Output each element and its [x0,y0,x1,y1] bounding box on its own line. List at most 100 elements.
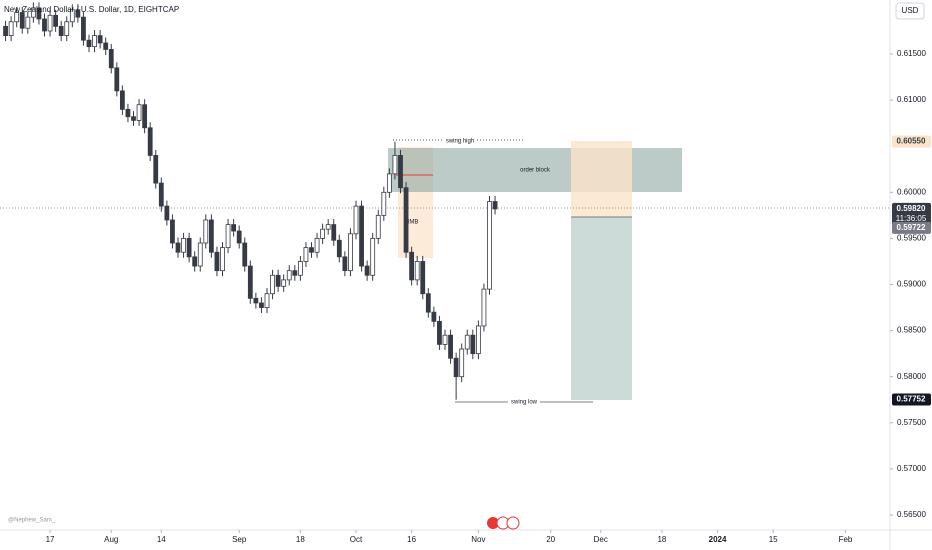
y-tick-label: 0.56500 [897,510,926,519]
candle-body [259,302,264,308]
candle-body [203,219,209,244]
candle-body [475,325,481,355]
x-tick-label: 14 [157,535,166,544]
x-tick-label: Sep [232,535,247,544]
candle-body [231,224,237,232]
candle-body [125,108,131,118]
candle-body [175,242,181,253]
candle-body [186,238,192,258]
candle-body [214,251,220,272]
candle-body [208,219,214,253]
y-tick-label: 0.57000 [897,464,926,473]
order-block-zone [388,148,682,192]
bottom-icons[interactable] [487,516,520,530]
candle-body [236,230,242,244]
candle-body [103,42,109,50]
order-block-label: order block [520,168,551,174]
x-tick-label: 16 [407,535,416,544]
candle-body [119,90,125,110]
swing-high-label: swing high [446,139,474,145]
x-tick-label: Feb [839,535,853,544]
candle-body [437,320,442,345]
candle-body [442,334,448,345]
candle-body [386,173,392,193]
candle-body [47,14,53,32]
y-tick-label: 0.61500 [897,49,926,58]
candle-body [303,247,309,262]
candle-body [320,228,326,239]
candle-body [164,205,170,221]
icon[interactable] [487,517,499,529]
candle-body [364,265,370,276]
candle-body [453,357,459,378]
candle-body [448,334,453,359]
candle-body [381,191,387,216]
y-tick-label: 0.58500 [897,326,926,335]
y-tick-label: 0.58000 [897,372,926,381]
candle-body [136,104,142,121]
countdown: 11:36:05 [896,214,927,223]
candle-body [342,256,348,272]
price-label-bg [892,393,931,406]
icon[interactable] [506,516,520,530]
x-tick-label: Dec [594,535,608,544]
candle-body [398,155,403,189]
candle-body [309,247,314,253]
candle-body [220,247,225,272]
x-tick-label: Aug [104,535,118,544]
price-label: 0.59820 [897,204,926,213]
candle-body [242,242,248,267]
candle-body [353,205,359,235]
x-tick-label: 18 [296,535,305,544]
candle-body [170,219,175,244]
price-label-bg [892,202,931,225]
currency[interactable]: USD [902,6,919,15]
candle-body [431,311,437,322]
x-tick-label: Oct [350,535,363,544]
candle-body [158,182,164,207]
target-zone [571,141,632,217]
candle-body [464,334,470,350]
candle-body [359,205,364,267]
candle-body [253,297,259,304]
candle-body [19,12,25,29]
candle-body [75,9,81,18]
currency-button[interactable] [895,2,925,20]
chart-title: New Zealand Dollar / U.S. Dollar, 1D, EI… [4,5,179,14]
candle-body [470,334,476,355]
candle-body [336,239,342,258]
x-tick-label: Nov [471,535,485,544]
y-tick-label: 0.59000 [897,280,926,289]
candle-body [30,7,36,18]
swing-low-label: swing low [511,400,538,406]
candle-body [92,35,97,48]
candle-body [370,238,376,276]
candle-body [153,155,159,184]
x-tick-label: 17 [46,535,55,544]
price-label-bg [892,135,931,148]
candle-body [131,116,136,121]
candle-body [64,21,70,36]
watermark: @Nephew_Sam_ [8,518,56,524]
candle-body [247,265,253,299]
candle-body [420,261,426,295]
candle-body [292,270,298,276]
candle-body [86,39,92,48]
candle-body [142,104,148,129]
candle-body [403,187,409,253]
candle-body [425,293,431,313]
candle-body [14,12,20,23]
price-label: 0.59722 [897,223,926,232]
x-tick-label: 18 [657,535,666,544]
candle-body [392,155,398,175]
candle-body [197,242,203,267]
candle-body [270,274,275,295]
candle-body [69,9,75,23]
x-tick-label: 20 [546,535,555,544]
x-tick-label: 15 [769,535,778,544]
candle-body [297,261,303,276]
candle-body [314,238,320,253]
candle-body [147,127,153,156]
